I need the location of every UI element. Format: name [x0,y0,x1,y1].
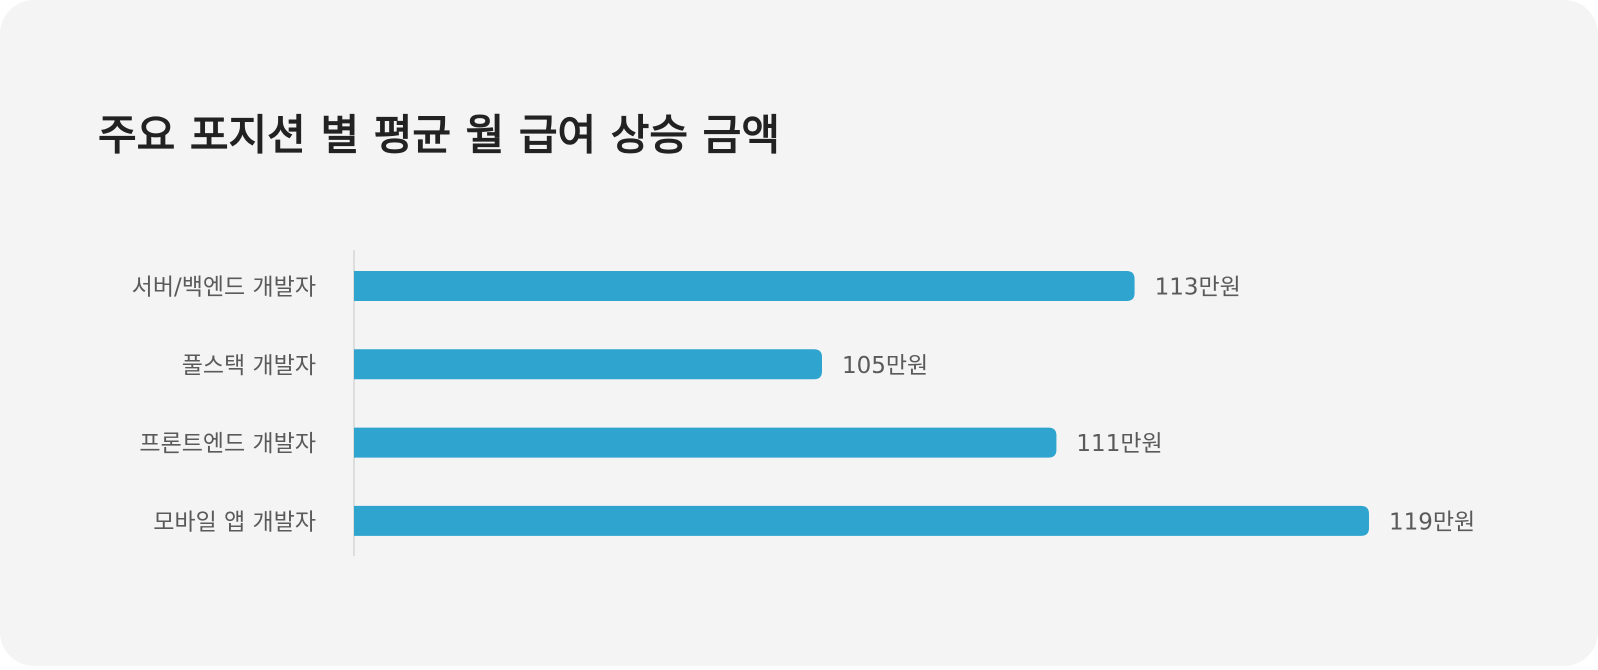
value-label: 119만원 [1389,509,1475,535]
category-label: 풀스택 개발자 [182,353,316,379]
category-label: 프론트엔드 개발자 [139,431,316,457]
bar [354,271,1135,301]
value-label: 113만원 [1155,275,1241,301]
value-label: 105만원 [842,353,928,379]
chart-title: 주요 포지션 별 평균 월 급여 상승 금액 [98,111,780,160]
category-label: 모바일 앱 개발자 [153,509,316,535]
bar [354,505,1369,536]
bar [354,349,822,380]
category-label: 서버/백엔드 개발자 [132,275,316,301]
value-label: 111만원 [1076,431,1162,457]
bar [354,427,1057,458]
